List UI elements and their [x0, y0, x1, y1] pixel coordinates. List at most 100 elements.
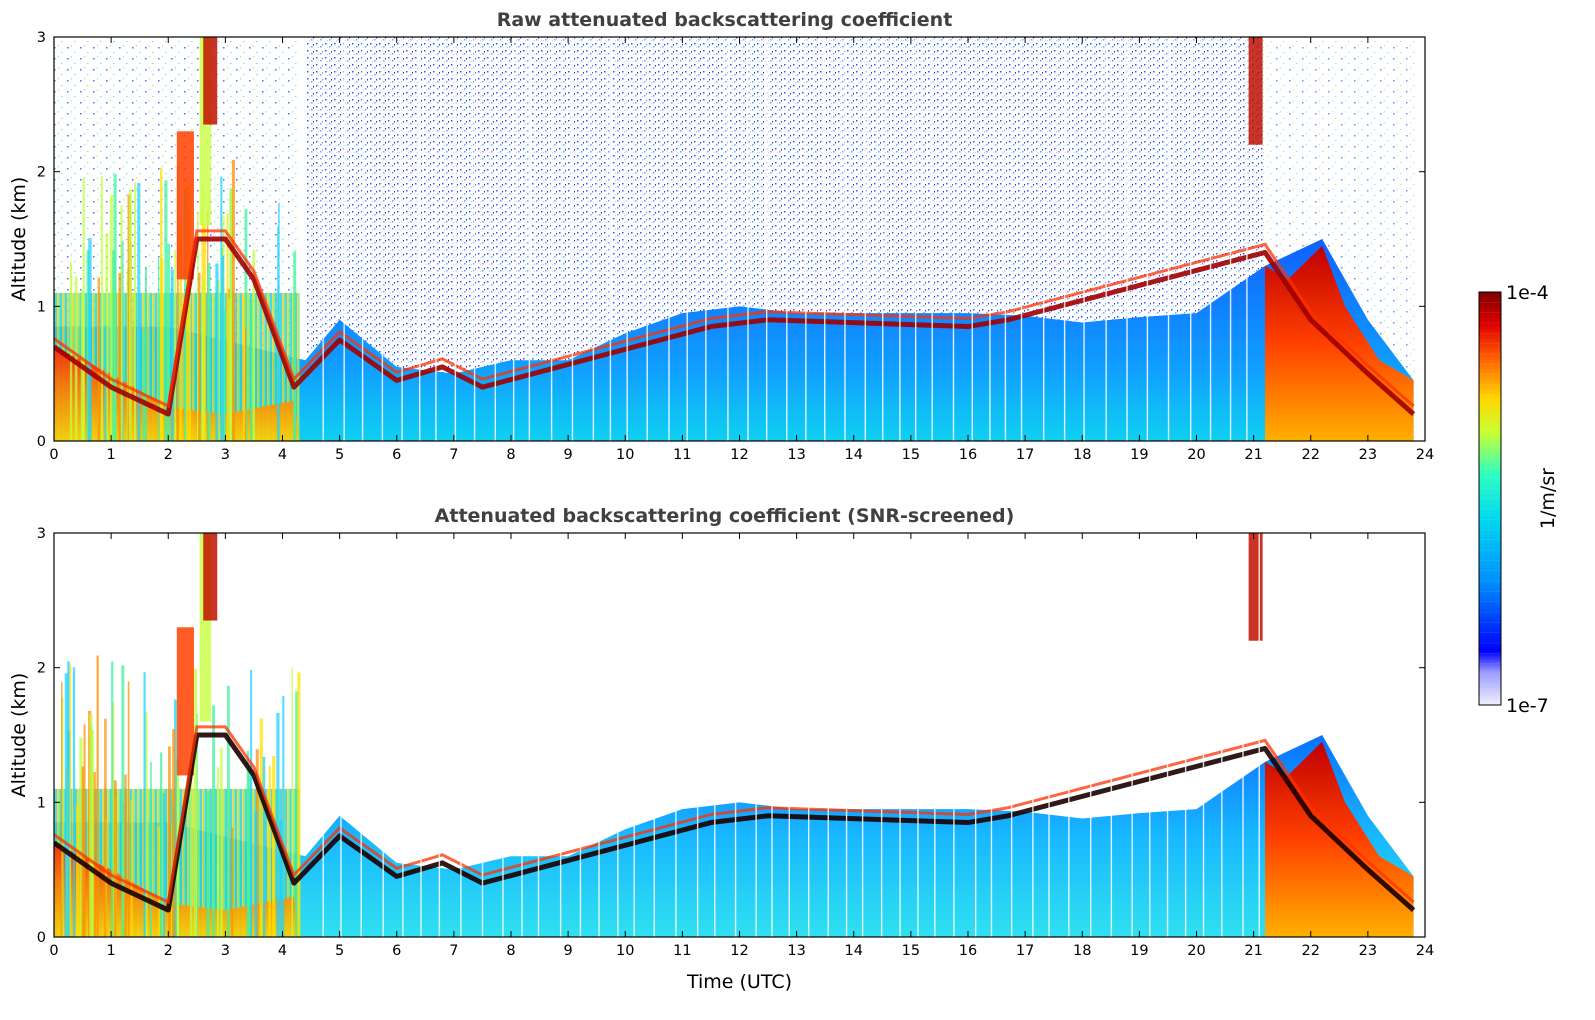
data-gap — [579, 533, 582, 937]
x-tick-label: 16 — [959, 943, 977, 959]
signal-streak — [72, 667, 76, 937]
x-tick-label: 5 — [335, 447, 344, 463]
y-tick-label: 3 — [37, 526, 46, 542]
x-tick-label: 0 — [49, 943, 58, 959]
data-gap — [807, 533, 810, 937]
aerosol-plume-upper — [199, 533, 212, 722]
signal-streak — [112, 702, 115, 937]
data-gap — [989, 37, 991, 441]
signal-streak — [243, 293, 246, 441]
y-tick-label: 1 — [37, 299, 46, 315]
x-tick-label: 12 — [730, 447, 748, 463]
heatmap-area — [54, 37, 1425, 441]
x-tick-label: 5 — [335, 943, 344, 959]
data-gap — [844, 37, 846, 441]
signal-streak — [121, 665, 125, 937]
signal-streak — [157, 257, 160, 441]
signal-streak — [216, 767, 219, 937]
data-gap — [382, 533, 384, 937]
data-gap — [1105, 37, 1107, 441]
signal-streak — [164, 180, 168, 441]
x-tick-label: 3 — [221, 943, 230, 959]
data-gap — [1083, 37, 1085, 441]
data-gap — [1258, 533, 1260, 937]
signal-streak — [104, 718, 107, 937]
data-gap — [609, 37, 612, 441]
signal-streak — [158, 826, 161, 937]
x-tick-label: 15 — [902, 943, 920, 959]
signal-streak — [247, 767, 252, 937]
data-gap — [1126, 37, 1128, 441]
x-tick-label: 21 — [1244, 447, 1262, 463]
data-gap — [1042, 37, 1045, 441]
colorbar-max-label: 1e-4 — [1506, 282, 1549, 304]
x-tick-label: 18 — [1073, 943, 1091, 959]
signal-streak — [268, 765, 271, 937]
x-tick-label: 20 — [1187, 943, 1205, 959]
data-gap — [1032, 533, 1034, 937]
signal-streak — [76, 804, 80, 937]
signal-streak — [291, 667, 294, 937]
data-gap — [747, 37, 749, 441]
x-tick-label: 16 — [959, 447, 977, 463]
data-gap — [502, 533, 504, 937]
data-gap — [420, 533, 422, 937]
data-gap — [934, 533, 936, 937]
data-gap — [521, 533, 523, 937]
data-gap — [824, 37, 826, 441]
x-tick-label: 24 — [1416, 943, 1434, 959]
signal-streak — [167, 243, 171, 441]
x-tick-label: 11 — [673, 943, 691, 959]
y-tick-label: 0 — [37, 434, 46, 450]
x-tick-label: 14 — [845, 447, 863, 463]
signal-streak — [250, 669, 253, 937]
data-gap — [845, 533, 848, 937]
x-tick-label: 15 — [902, 447, 920, 463]
data-gap — [494, 37, 497, 441]
data-gap — [990, 533, 993, 937]
data-gap — [454, 37, 457, 441]
x-tick-label: 17 — [1016, 943, 1034, 959]
x-tick-label: 0 — [49, 447, 58, 463]
signal-streak — [137, 183, 141, 441]
data-gap — [401, 37, 403, 441]
signal-streak — [168, 746, 171, 937]
x-tick-label: 4 — [278, 943, 287, 959]
colorbar: 1e-4 1e-7 1/m/sr — [1478, 282, 1559, 717]
signal-streak — [69, 664, 72, 937]
signal-streak — [221, 255, 225, 441]
data-gap — [714, 533, 716, 937]
signal-streak — [128, 189, 132, 441]
data-gap — [1048, 533, 1050, 937]
data-gap — [765, 37, 768, 441]
signal-streak — [96, 655, 99, 937]
signal-streak — [64, 673, 69, 937]
no-data-region — [1416, 533, 1425, 937]
x-tick-label: 10 — [616, 943, 634, 959]
boundary-layer — [54, 735, 1414, 937]
data-gap — [914, 37, 917, 441]
data-gap — [361, 37, 364, 441]
data-gap — [559, 533, 562, 937]
x-tick-label: 13 — [787, 447, 805, 463]
data-gap — [931, 37, 933, 441]
data-gap — [571, 37, 574, 441]
signal-streak — [207, 262, 211, 441]
y-axis-label: Altitude (km) — [8, 673, 30, 798]
x-tick-label: 23 — [1359, 943, 1377, 959]
x-tick-label: 4 — [278, 447, 287, 463]
signal-streak — [282, 695, 285, 937]
data-gap — [805, 37, 807, 441]
data-gap — [1242, 533, 1244, 937]
data-gap — [1146, 37, 1149, 441]
panel-snr: Attenuated backscattering coefficient (S… — [8, 505, 1434, 993]
signal-streak — [97, 277, 100, 441]
signal-streak — [91, 729, 94, 937]
signal-streak — [226, 213, 229, 441]
data-gap — [322, 37, 324, 441]
signal-streak — [113, 174, 117, 441]
data-gap — [418, 37, 421, 441]
signal-streak — [130, 800, 133, 937]
signal-streak — [145, 267, 148, 441]
signal-streak — [220, 747, 223, 937]
